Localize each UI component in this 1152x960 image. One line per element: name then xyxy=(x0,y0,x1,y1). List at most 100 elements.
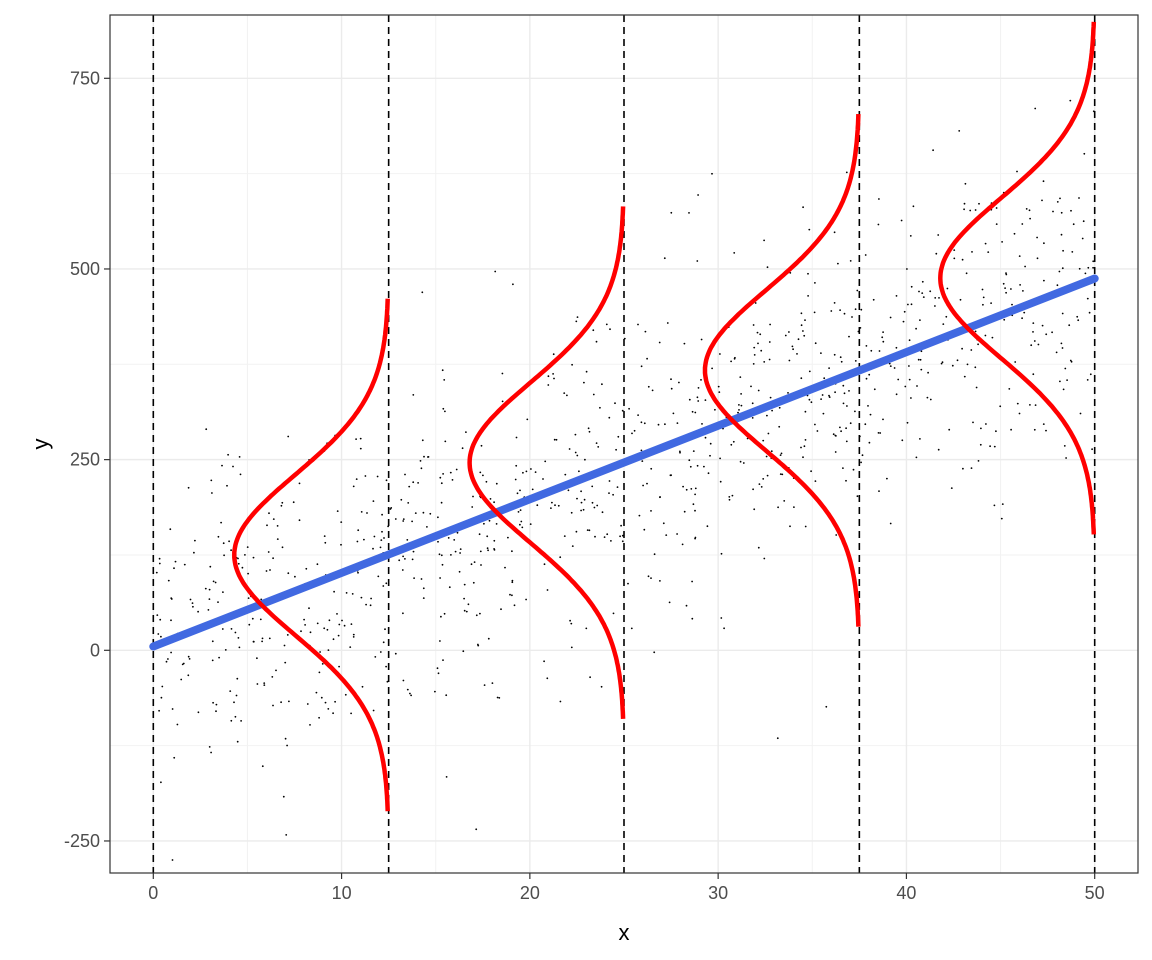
scatter-point xyxy=(878,490,880,492)
scatter-point xyxy=(908,365,910,367)
scatter-point xyxy=(515,464,518,467)
scatter-point xyxy=(437,540,439,543)
scatter-point xyxy=(628,407,630,410)
scatter-point xyxy=(315,691,318,694)
scatter-point xyxy=(158,562,161,565)
scatter-point xyxy=(906,421,909,424)
scatter-point xyxy=(194,539,196,542)
scatter-point xyxy=(903,310,906,313)
scatter-point xyxy=(381,530,383,533)
scatter-point xyxy=(224,649,227,651)
scatter-point xyxy=(217,601,219,603)
scatter-point xyxy=(694,487,697,490)
scatter-point xyxy=(707,472,710,475)
scatter-point xyxy=(1016,402,1019,405)
scatter-point xyxy=(1003,318,1006,321)
scatter-point xyxy=(578,470,580,473)
scatter-point xyxy=(350,712,352,715)
scatter-point xyxy=(1043,242,1045,245)
scatter-point xyxy=(422,511,425,514)
scatter-point xyxy=(759,333,762,336)
scatter-point xyxy=(1045,429,1047,432)
scatter-point xyxy=(517,511,520,513)
scatter-point xyxy=(842,402,845,405)
scatter-point xyxy=(1068,324,1071,327)
scatter-point xyxy=(961,258,964,261)
scatter-point xyxy=(861,454,864,457)
scatter-point xyxy=(440,615,442,618)
vertical-reference-lines xyxy=(152,15,1096,873)
scatter-point xyxy=(1079,412,1082,415)
scatter-point xyxy=(256,657,258,660)
scatter-point xyxy=(814,282,816,284)
scatter-point xyxy=(341,619,343,622)
scatter-point xyxy=(878,350,881,352)
scatter-point xyxy=(373,535,376,538)
scatter-point xyxy=(865,345,868,347)
scatter-point xyxy=(614,402,616,405)
x-axis-ticks: 0 10 20 30 40 50 xyxy=(148,873,1105,903)
scatter-point xyxy=(989,445,991,448)
scatter-point xyxy=(211,492,213,494)
scatter-point xyxy=(1032,373,1035,376)
scatter-point xyxy=(461,447,464,450)
scatter-point xyxy=(496,696,499,699)
scatter-point xyxy=(559,556,562,559)
scatter-point xyxy=(900,219,903,222)
scatter-point xyxy=(810,401,813,404)
scatter-point xyxy=(286,634,289,636)
scatter-point xyxy=(239,473,242,476)
scatter-point xyxy=(763,239,765,242)
scatter-point xyxy=(1051,331,1053,334)
scatter-point xyxy=(908,378,911,381)
scatter-point xyxy=(557,504,560,507)
scatter-point xyxy=(1001,503,1004,505)
scatter-point xyxy=(971,251,973,253)
scatter-point xyxy=(306,703,309,705)
scatter-point xyxy=(974,209,977,211)
scatter-point xyxy=(889,316,892,319)
scatter-point xyxy=(529,523,532,525)
scatter-point xyxy=(789,272,792,274)
scatter-point xyxy=(442,407,445,410)
scatter-point xyxy=(180,678,183,681)
scatter-point xyxy=(860,308,863,311)
scatter-point xyxy=(1088,311,1091,314)
scatter-point xyxy=(665,534,668,536)
scatter-point xyxy=(823,377,826,380)
scatter-point xyxy=(788,331,790,333)
scatter-point xyxy=(287,435,290,438)
scatter-point xyxy=(449,471,452,474)
y-tick-label: 250 xyxy=(70,450,100,470)
scatter-point xyxy=(238,456,241,458)
scatter-point xyxy=(336,613,338,615)
scatter-point xyxy=(220,521,223,524)
scatter-point xyxy=(1018,255,1021,257)
scatter-point xyxy=(409,692,411,695)
y-axis-ticks: -250 0 250 500 750 xyxy=(64,68,110,851)
scatter-point xyxy=(427,456,430,458)
scatter-point xyxy=(910,397,912,399)
scatter-point xyxy=(542,478,544,480)
scatter-point xyxy=(600,685,603,688)
scatter-point xyxy=(1058,270,1061,273)
scatter-point xyxy=(1056,284,1059,287)
scatter-point xyxy=(633,429,636,432)
scatter-point xyxy=(984,334,987,337)
scatter-point xyxy=(247,572,250,575)
scatter-point xyxy=(380,539,383,541)
scatter-point xyxy=(174,560,177,563)
scatter-point xyxy=(1060,233,1063,236)
scatter-point xyxy=(157,633,160,635)
scatter-point xyxy=(357,529,360,532)
scatter-point xyxy=(286,744,288,747)
scatter-point xyxy=(171,708,174,710)
scatter-point xyxy=(355,438,357,440)
scatter-point xyxy=(580,509,582,512)
scatter-point xyxy=(740,404,743,407)
scatter-point xyxy=(800,446,802,449)
scatter-point xyxy=(849,260,852,262)
scatter-point xyxy=(711,367,713,370)
scatter-point xyxy=(222,591,224,593)
scatter-point xyxy=(921,280,924,283)
